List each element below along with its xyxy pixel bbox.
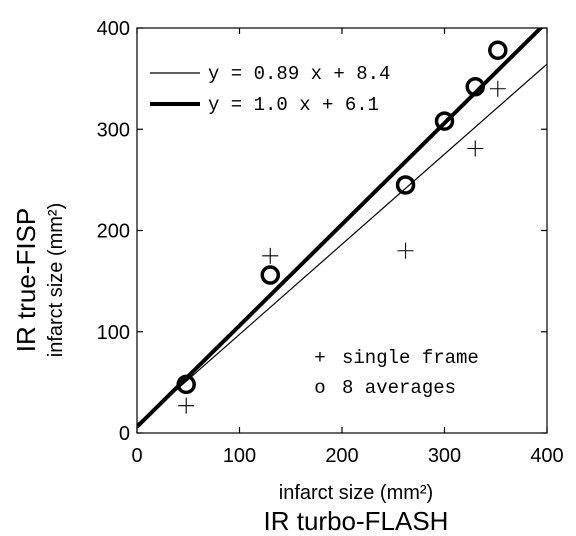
x-axis-label: IR turbo-FLASH xyxy=(264,506,449,536)
data-markers xyxy=(176,40,508,414)
legend-fit-label: y = 1.0 x + 6.1 xyxy=(208,94,379,116)
plus-marker xyxy=(178,397,195,414)
circle-marker xyxy=(465,76,485,97)
x-axis-sublabel: infarct size (mm²) xyxy=(279,482,433,504)
circle-marker xyxy=(260,265,280,285)
plot-area xyxy=(136,27,548,434)
legend-marker-label: single frame xyxy=(342,347,479,369)
legend-marker-symbol: + xyxy=(314,347,325,369)
legend-fit-label: y = 0.89 x + 8.4 xyxy=(208,63,390,85)
fit-line-thin xyxy=(137,63,547,425)
circle-marker xyxy=(488,40,508,61)
circle-marker xyxy=(434,111,455,131)
legend: y = 0.89 x + 8.4 y = 1.0 x + 6.1 + single f… xyxy=(150,63,479,399)
plus-marker xyxy=(489,80,506,97)
y-axis-label: IR true-FISP xyxy=(11,208,41,352)
y-tick-label: 300 xyxy=(97,119,130,141)
plus-marker xyxy=(467,140,484,157)
fit-lines xyxy=(137,28,547,429)
plus-marker xyxy=(397,242,414,259)
x-tick-label: 200 xyxy=(325,445,358,467)
x-tick-label: 300 xyxy=(428,445,461,467)
circle-marker xyxy=(176,374,196,395)
y-tick-label: 0 xyxy=(119,423,130,445)
axis-ticks: 0 100 200 300 400 0 100 200 300 400 xyxy=(97,18,564,467)
plus-marker xyxy=(262,247,279,264)
legend-marker-label: 8 averages xyxy=(342,377,456,399)
x-tick-label: 400 xyxy=(530,445,563,467)
fit-line-thick xyxy=(137,28,544,429)
x-tick-label: 100 xyxy=(223,445,256,467)
plot-frame xyxy=(136,27,548,434)
circle-marker xyxy=(395,175,416,195)
y-tick-label: 200 xyxy=(97,221,130,243)
y-tick-label: 100 xyxy=(97,322,130,344)
y-axis-sublabel: infarct size (mm²) xyxy=(45,203,67,357)
y-tick-label: 400 xyxy=(97,18,130,40)
x-tick-label: 0 xyxy=(131,445,142,467)
legend-marker-symbol: o xyxy=(314,377,325,399)
